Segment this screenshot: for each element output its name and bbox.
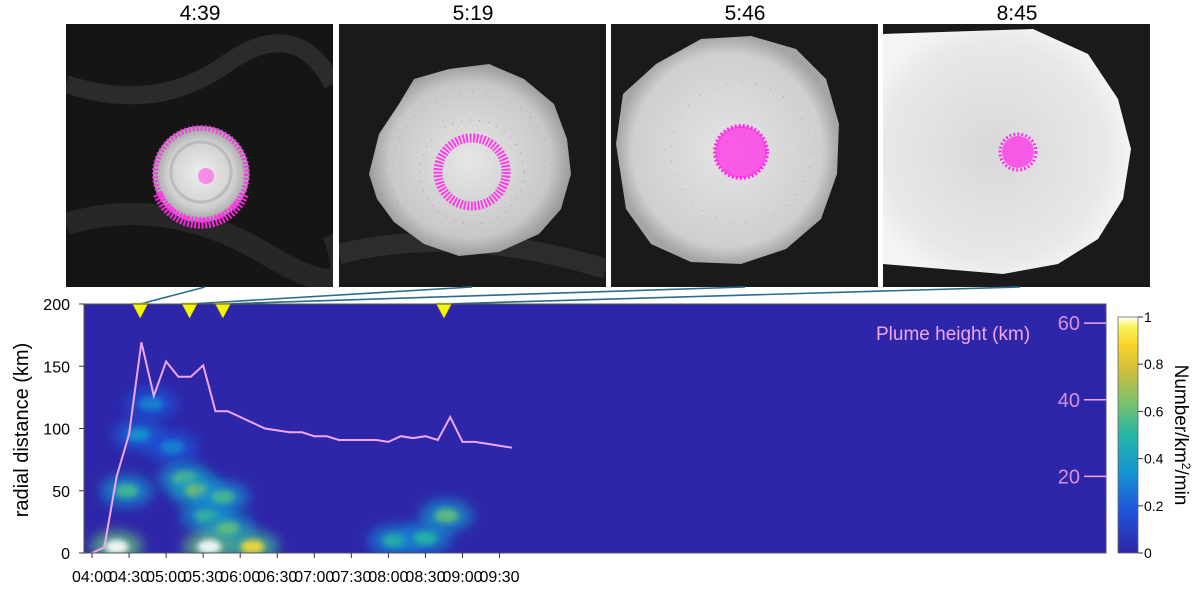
y-tick-label: 100 [43, 422, 70, 439]
density-blob [210, 489, 235, 504]
colorbar-label-main: Number/km [1170, 365, 1191, 463]
colorbar-tick-label: 0.2 [1144, 498, 1164, 514]
density-blob [413, 531, 438, 546]
right-tick-label: 20 [1058, 466, 1080, 488]
density-blob [240, 539, 265, 553]
colorbar-tick-label: 0.8 [1144, 356, 1164, 372]
plume-height-line [91, 342, 513, 553]
plot-area [84, 304, 1106, 553]
colorbar-tick-label: 0.6 [1144, 403, 1164, 419]
density-blob [139, 396, 164, 411]
panel-title-4: 8:45 [996, 2, 1038, 25]
x-tick-label: 07:00 [294, 569, 334, 586]
colorbar-tick-label: 1 [1144, 309, 1152, 325]
colorbar [1117, 316, 1139, 554]
panel-connector-line [222, 286, 746, 305]
time-marker [181, 302, 198, 319]
y-tick-label: 50 [52, 484, 70, 501]
colorbar-label: Number/km2/min [1170, 365, 1193, 506]
panel-connector-line [139, 286, 206, 305]
right-tick-label: 40 [1058, 390, 1080, 412]
satellite-image-panel-3 [611, 24, 878, 287]
panel-connector-line [443, 286, 1021, 305]
plume-height-label: Plume height (km) [876, 324, 1030, 345]
x-tick-label: 06:30 [257, 569, 297, 586]
x-tick-label: 05:00 [146, 569, 186, 586]
density-blob [160, 440, 185, 455]
x-tick-label: 04:00 [72, 569, 112, 586]
right-tick-label: 60 [1058, 313, 1080, 335]
density-blob [126, 427, 151, 442]
colorbar-tick-label: 0.4 [1144, 451, 1164, 467]
x-tick-label: 08:00 [368, 569, 408, 586]
y-tick-label: 0 [61, 546, 70, 563]
panel-title-2: 5:19 [452, 2, 494, 25]
x-tick-label: 07:30 [331, 569, 371, 586]
y-tick-label: 150 [43, 359, 70, 376]
x-tick-label: 06:00 [220, 569, 260, 586]
density-blob [215, 521, 240, 536]
satellite-image-panel-4 [883, 24, 1150, 287]
x-tick-label: 04:30 [109, 569, 149, 586]
satellite-image-panel-2 [339, 24, 606, 287]
y-axis-label: radial distance (km) [11, 343, 33, 518]
x-tick-label: 08:30 [405, 569, 445, 586]
x-tick-label: 09:00 [442, 569, 482, 586]
satellite-image-panel-1 [66, 24, 333, 287]
colorbar-label-superscript: 2 [1179, 463, 1193, 470]
time-marker [214, 302, 232, 319]
colorbar-tick-label: 0 [1144, 545, 1152, 561]
density-blob [197, 539, 222, 553]
y-tick-label: 200 [43, 297, 70, 314]
panel-title-1: 4:39 [179, 2, 221, 25]
time-marker [435, 302, 453, 319]
density-blob [114, 483, 139, 498]
density-blob [434, 508, 459, 523]
panel-connector-line [189, 286, 473, 305]
panel-connectors [139, 286, 1021, 305]
x-tick-label: 09:30 [480, 569, 520, 586]
colorbar-label-unit: /min [1170, 469, 1191, 505]
time-marker [131, 302, 149, 319]
x-tick-label: 05:30 [183, 569, 223, 586]
density-blob [104, 539, 129, 553]
panel-title-3: 5:46 [724, 2, 766, 25]
